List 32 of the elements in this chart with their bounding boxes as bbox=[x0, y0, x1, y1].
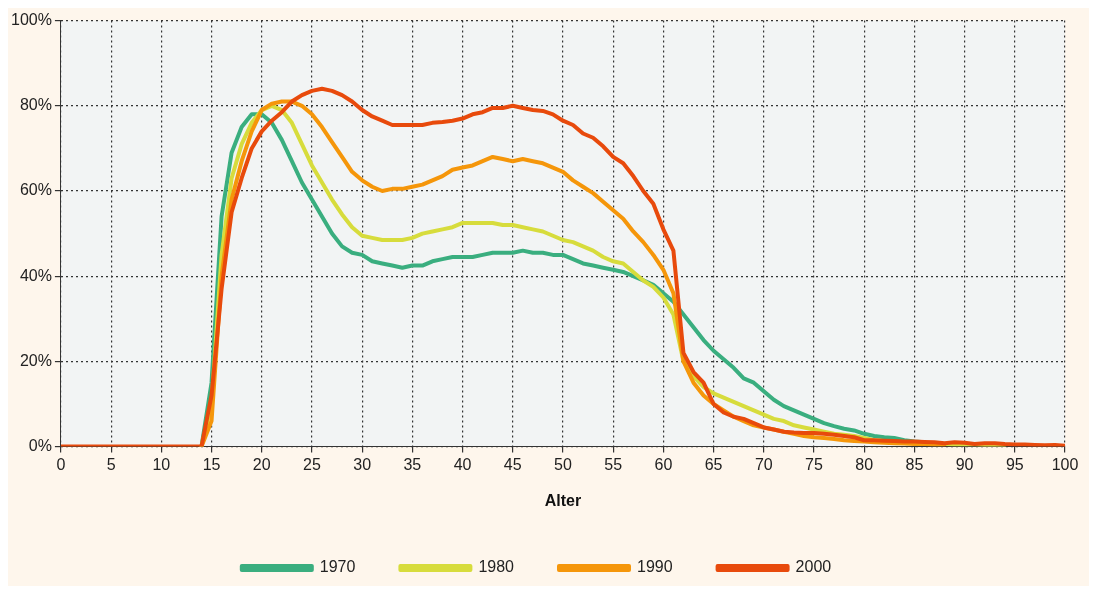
x-tick-label: 10 bbox=[152, 455, 171, 473]
x-tick-label: 20 bbox=[252, 455, 271, 473]
y-tick-label: 0% bbox=[28, 437, 52, 455]
legend-label: 2000 bbox=[795, 558, 832, 576]
x-tick-label: 70 bbox=[754, 455, 773, 473]
x-tick-label: 100 bbox=[1051, 455, 1079, 473]
x-tick-label: 60 bbox=[654, 455, 673, 473]
x-tick-label: 65 bbox=[704, 455, 723, 473]
y-tick-label: 20% bbox=[19, 351, 52, 369]
x-tick-label: 95 bbox=[1005, 455, 1024, 473]
x-tick-label: 15 bbox=[202, 455, 221, 473]
x-axis-title: Alter bbox=[544, 491, 582, 509]
x-tick-label: 90 bbox=[955, 455, 974, 473]
legend-label: 1970 bbox=[319, 558, 356, 576]
x-tick-label: 50 bbox=[554, 455, 572, 473]
x-tick-label: 85 bbox=[905, 455, 924, 473]
y-tick-label: 100% bbox=[11, 11, 52, 29]
x-tick-label: 80 bbox=[855, 455, 874, 473]
x-tick-label: 30 bbox=[353, 455, 372, 473]
x-tick-label: 25 bbox=[303, 455, 321, 473]
legend-label: 1990 bbox=[637, 558, 673, 576]
y-tick-label: 80% bbox=[19, 96, 52, 114]
legend-label: 1980 bbox=[478, 558, 515, 576]
x-tick-label: 75 bbox=[805, 455, 823, 473]
x-tick-label: 45 bbox=[503, 455, 522, 473]
y-tick-label: 40% bbox=[19, 266, 52, 284]
x-tick-label: 0 bbox=[56, 455, 66, 473]
x-tick-label: 55 bbox=[604, 455, 623, 473]
x-tick-label: 35 bbox=[403, 455, 422, 473]
x-tick-label: 5 bbox=[106, 455, 116, 473]
x-tick-label: 40 bbox=[453, 455, 472, 473]
y-tick-label: 60% bbox=[19, 181, 52, 199]
